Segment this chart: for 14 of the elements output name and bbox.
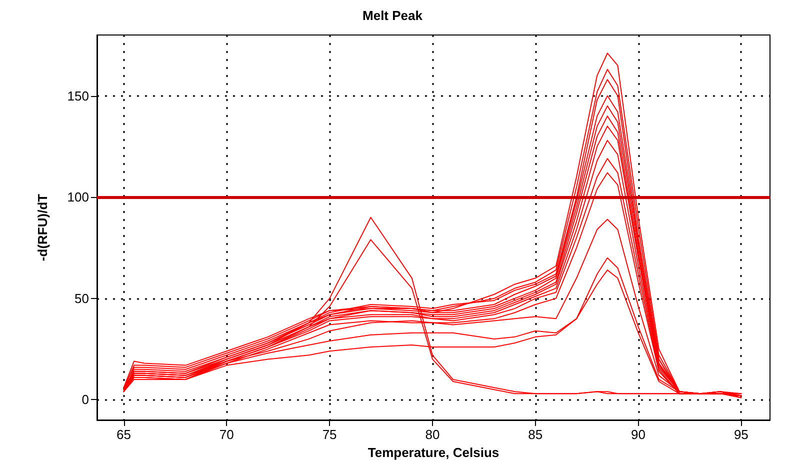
y-tick-label: 0	[82, 392, 89, 408]
x-tick-label: 80	[425, 427, 440, 442]
y-tick-label: 50	[74, 290, 89, 306]
x-tick-label: 85	[528, 427, 543, 442]
x-tick-label: 90	[631, 427, 646, 442]
chart-title: Melt Peak	[362, 8, 424, 23]
y-tick-label: 150	[67, 88, 89, 104]
y-tick-label: 100	[67, 190, 89, 205]
x-tick-label: 95	[734, 427, 748, 442]
y-axis-title: -d(RFU)/dT	[35, 194, 50, 262]
x-tick-label: 70	[219, 427, 234, 442]
x-tick-label: 65	[116, 427, 131, 442]
x-axis-title: Temperature, Celsius	[368, 445, 500, 460]
x-tick-label: 75	[322, 427, 337, 442]
